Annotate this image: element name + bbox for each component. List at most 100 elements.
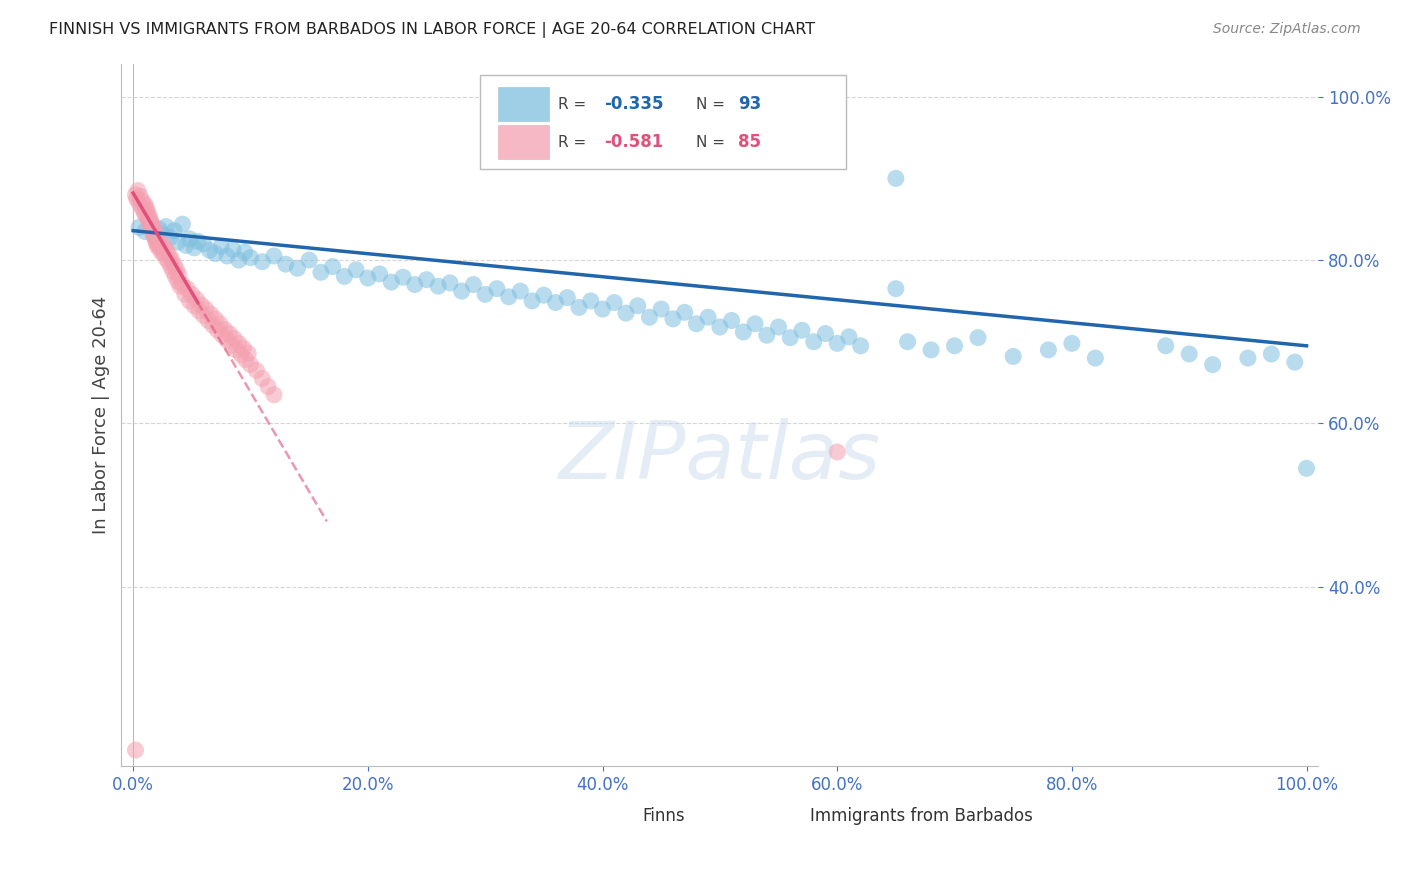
Point <box>685 317 707 331</box>
Point <box>380 275 402 289</box>
Point <box>201 318 224 333</box>
Point <box>214 322 236 336</box>
Point <box>131 200 153 214</box>
Point <box>145 227 167 241</box>
Point <box>143 224 166 238</box>
Point <box>392 270 415 285</box>
Point <box>920 343 942 357</box>
Point <box>176 282 198 296</box>
Point <box>884 171 907 186</box>
Point <box>368 267 391 281</box>
Point <box>166 274 188 288</box>
Point <box>1154 339 1177 353</box>
Point <box>138 214 160 228</box>
Point <box>207 323 229 337</box>
Point <box>733 325 755 339</box>
Point <box>849 339 872 353</box>
Point <box>322 260 344 274</box>
Point <box>274 257 297 271</box>
Point <box>298 253 321 268</box>
Point <box>287 261 309 276</box>
Point <box>153 241 176 255</box>
Text: R =: R = <box>558 96 592 112</box>
Text: ZIPatlas: ZIPatlas <box>558 418 882 496</box>
Point <box>145 236 167 251</box>
Point <box>215 249 238 263</box>
Point <box>139 216 162 230</box>
Point <box>128 220 150 235</box>
Point <box>165 269 187 284</box>
Point <box>134 197 156 211</box>
Text: N =: N = <box>696 135 730 150</box>
Point <box>238 346 260 360</box>
Point <box>825 445 848 459</box>
Point <box>825 336 848 351</box>
FancyBboxPatch shape <box>759 804 800 828</box>
Point <box>627 299 650 313</box>
Point <box>194 301 217 316</box>
Point <box>159 249 181 263</box>
Point <box>143 230 166 244</box>
Text: 85: 85 <box>738 133 761 151</box>
Point <box>263 388 285 402</box>
Point <box>138 217 160 231</box>
Point <box>1038 343 1060 357</box>
Point <box>897 334 920 349</box>
Point <box>614 306 637 320</box>
Point <box>179 232 201 246</box>
Point <box>533 288 555 302</box>
Point <box>141 224 163 238</box>
Point <box>152 227 174 241</box>
Point <box>197 313 219 327</box>
Point <box>180 287 202 301</box>
Point <box>884 282 907 296</box>
Point <box>474 287 496 301</box>
Point <box>838 330 860 344</box>
Point <box>568 301 591 315</box>
Point <box>557 291 579 305</box>
Point <box>141 217 163 231</box>
Point <box>427 279 450 293</box>
Point <box>1284 355 1306 369</box>
Text: Finns: Finns <box>643 806 685 824</box>
Point <box>520 293 543 308</box>
Text: -0.581: -0.581 <box>603 133 664 151</box>
Point <box>709 320 731 334</box>
Point <box>638 310 661 325</box>
Point <box>755 328 778 343</box>
Point <box>485 282 508 296</box>
Point <box>159 260 181 274</box>
Point <box>662 311 685 326</box>
Point <box>415 273 437 287</box>
Point <box>814 326 837 341</box>
Point <box>222 331 245 345</box>
Point <box>198 244 221 258</box>
Point <box>803 334 825 349</box>
FancyBboxPatch shape <box>481 75 845 169</box>
Point <box>239 358 262 372</box>
Point <box>193 236 215 251</box>
Point <box>136 211 159 225</box>
Y-axis label: In Labor Force | Age 20-64: In Labor Force | Age 20-64 <box>93 296 110 534</box>
Point <box>579 293 602 308</box>
Point <box>252 254 274 268</box>
FancyBboxPatch shape <box>499 125 548 159</box>
Point <box>768 320 790 334</box>
Text: FINNISH VS IMMIGRANTS FROM BARBADOS IN LABOR FORCE | AGE 20-64 CORRELATION CHART: FINNISH VS IMMIGRANTS FROM BARBADOS IN L… <box>49 22 815 38</box>
Point <box>1260 347 1282 361</box>
Point <box>233 244 256 259</box>
Point <box>222 243 245 257</box>
Point <box>193 309 215 323</box>
Point <box>1060 336 1083 351</box>
Point <box>208 317 231 331</box>
Point <box>697 310 720 325</box>
Point <box>257 379 280 393</box>
Point <box>211 328 233 343</box>
Point <box>172 277 194 292</box>
Point <box>134 207 156 221</box>
Point <box>169 279 191 293</box>
Point <box>159 230 181 244</box>
Point <box>221 338 243 352</box>
Point <box>157 254 180 268</box>
Point <box>127 184 149 198</box>
